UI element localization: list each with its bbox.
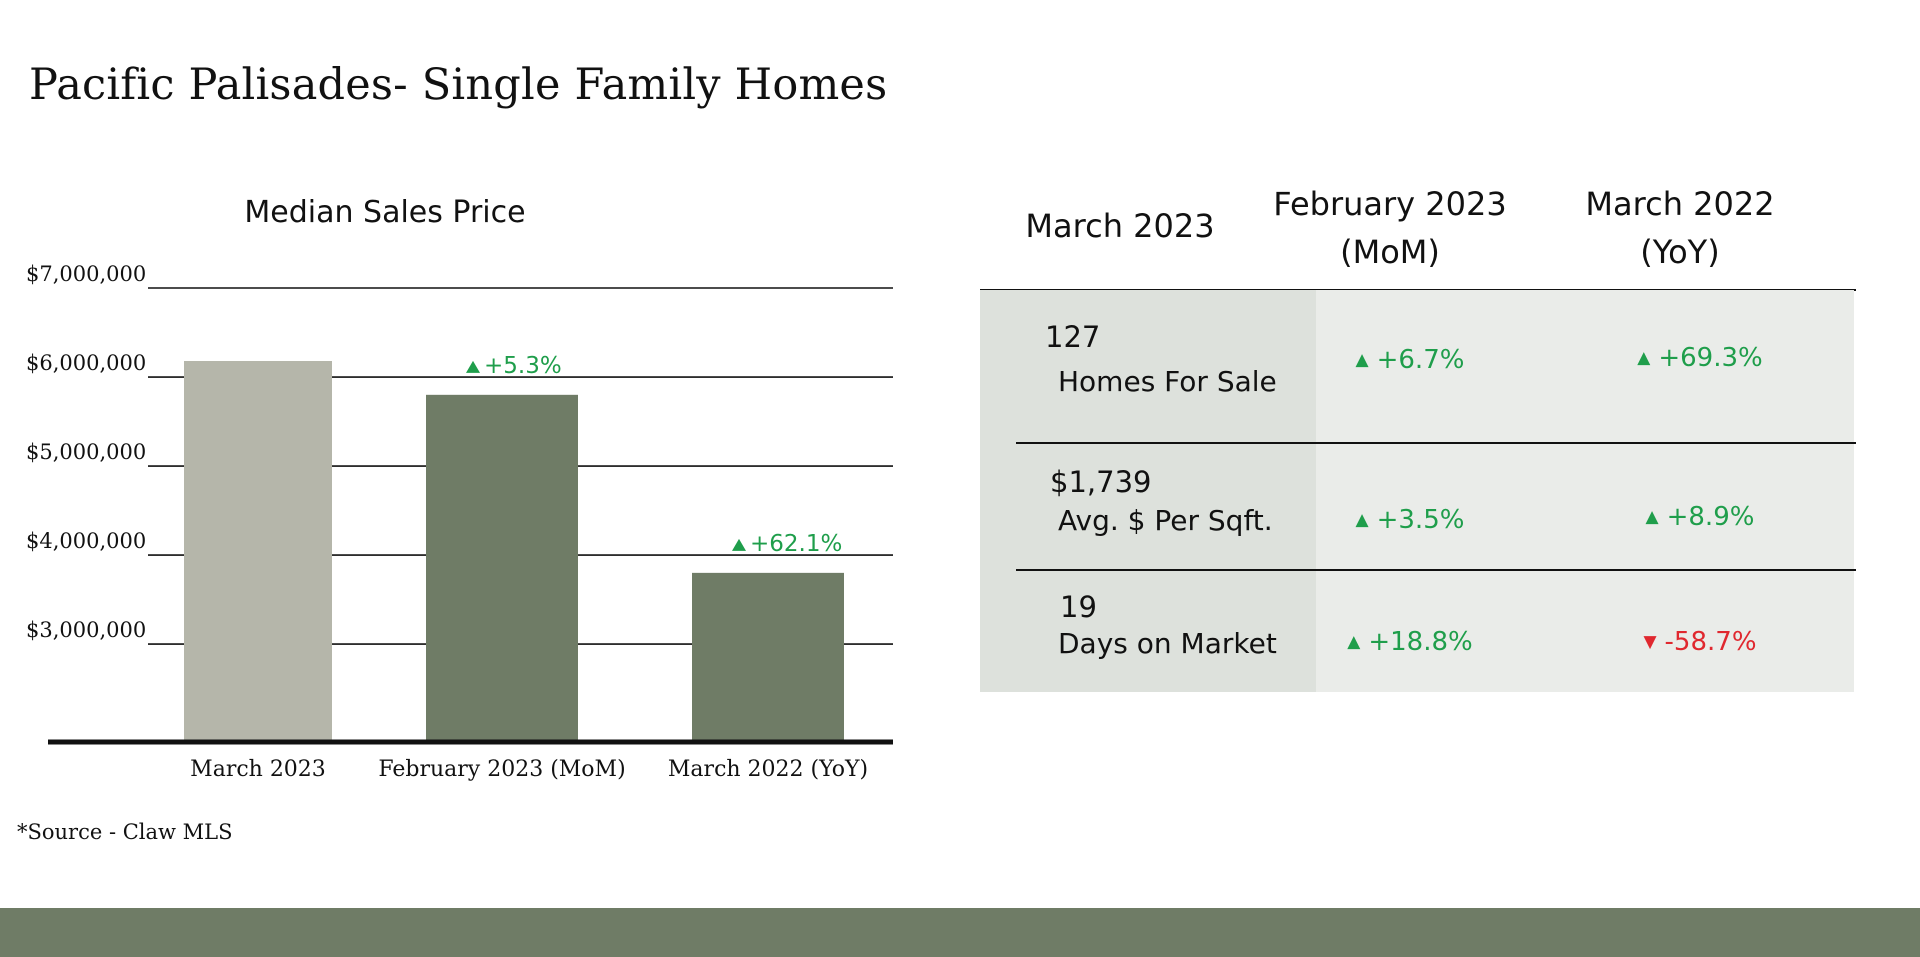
footer-band [0,908,1920,957]
triangle-up-icon: ▲ [1355,350,1369,370]
price-per-sqft-yoy-text: +8.9% [1666,502,1755,532]
price-per-sqft-value: $1,739 [1050,465,1152,499]
stats-body: 127 Homes For Sale ▲ +6.7% ▲ +69.3% $1,739… [980,290,1856,692]
chart-title: Median Sales Price [244,195,525,230]
x-tick-label: March 2022 (YoY) [668,757,868,782]
x-axis-tick-labels: March 2023 February 2023 (MoM) March 2022 … [190,757,868,782]
page-title: Pacific Palisades- Single Family Homes [29,60,888,110]
header-current: March 2023 [1000,202,1240,250]
data-label-text: +62.1% [750,531,842,557]
header-yoy-line1: March 2022 [1585,185,1775,223]
header-current-line1: March 2023 [1025,207,1215,245]
triangle-up-icon: ▲ [1645,507,1659,527]
homes-for-sale-label: Homes For Sale [1058,365,1277,398]
triangle-down-icon: ▼ [1643,632,1657,652]
data-label: +62.1% [732,531,842,557]
days-on-market-mom: ▲ +18.8% [1290,627,1530,657]
data-labels: +5.3% +62.1% [466,353,842,557]
y-tick-label: $5,000,000 [26,440,146,464]
days-on-market-label: Days on Market [1058,627,1277,660]
bar-3 [692,572,844,742]
y-tick-label: $3,000,000 [26,618,146,642]
header-mom-line1: February 2023 [1273,185,1507,223]
homes-for-sale-mom: ▲ +6.7% [1290,345,1530,375]
price-per-sqft-yoy: ▲ +8.9% [1580,502,1820,532]
row-divider [1016,442,1856,444]
triangle-up-icon [732,538,746,551]
header-mom: February 2023 (MoM) [1270,180,1510,276]
homes-for-sale-value: 127 [1045,320,1101,354]
price-per-sqft-mom: ▲ +3.5% [1290,505,1530,535]
triangle-up-icon: ▲ [1347,632,1361,652]
column-background-mom [1316,290,1562,692]
y-axis-tick-labels: $3,000,000 $4,000,000 $5,000,000 $6,000,000… [26,262,146,642]
triangle-up-icon: ▲ [1355,510,1369,530]
price-per-sqft-label: Avg. $ Per Sqft. [1058,504,1273,537]
bars [184,360,844,742]
homes-for-sale-yoy: ▲ +69.3% [1580,343,1820,373]
data-label-text: +5.3% [484,353,562,379]
days-on-market-mom-text: +18.8% [1368,627,1473,657]
data-label: +5.3% [466,353,562,379]
header-yoy-line2: (YoY) [1640,233,1720,271]
x-tick-label: February 2023 (MoM) [378,757,625,782]
bar-2 [426,394,578,742]
bar-1 [184,360,332,742]
header-yoy: March 2022 (YoY) [1560,180,1800,276]
triangle-up-icon [466,360,480,373]
days-on-market-value: 19 [1060,590,1097,624]
column-background-current [980,290,1316,692]
row-divider [1016,569,1856,571]
x-tick-label: March 2023 [190,757,326,782]
header-mom-line2: (MoM) [1340,233,1440,271]
homes-for-sale-mom-text: +6.7% [1376,345,1465,375]
days-on-market-yoy-text: -58.7% [1664,627,1757,657]
y-tick-label: $6,000,000 [26,351,146,375]
column-background-yoy [1562,290,1854,692]
y-tick-label: $4,000,000 [26,529,146,553]
price-per-sqft-mom-text: +3.5% [1376,505,1465,535]
source-note: *Source - Claw MLS [17,820,233,844]
days-on-market-yoy: ▼ -58.7% [1580,627,1820,657]
triangle-up-icon: ▲ [1637,348,1651,368]
homes-for-sale-yoy-text: +69.3% [1658,343,1763,373]
y-tick-label: $7,000,000 [26,262,146,286]
